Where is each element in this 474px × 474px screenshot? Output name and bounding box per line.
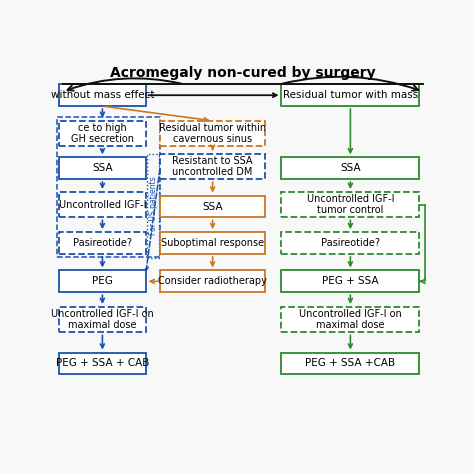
FancyBboxPatch shape <box>59 270 146 292</box>
Text: SSA: SSA <box>202 201 223 211</box>
FancyBboxPatch shape <box>282 192 419 218</box>
Text: ce to high
GH secretion: ce to high GH secretion <box>71 123 134 144</box>
Text: Pasireotide?: Pasireotide? <box>73 238 132 248</box>
Text: PEG + SSA: PEG + SSA <box>322 276 379 286</box>
Text: Acromegaly non-cured by surgery: Acromegaly non-cured by surgery <box>110 66 376 80</box>
Text: Resistant to SSA
uncontrolled DM: Resistant to SSA uncontrolled DM <box>173 155 253 177</box>
Text: PEG + SSA +CAB: PEG + SSA +CAB <box>305 358 395 368</box>
FancyBboxPatch shape <box>59 353 146 374</box>
Text: Uncontrolled IGF-I: Uncontrolled IGF-I <box>59 200 146 210</box>
FancyBboxPatch shape <box>160 270 265 292</box>
FancyBboxPatch shape <box>160 196 265 218</box>
FancyBboxPatch shape <box>282 232 419 254</box>
FancyBboxPatch shape <box>282 307 419 332</box>
Text: Pasireotide?: Pasireotide? <box>321 238 380 248</box>
FancyBboxPatch shape <box>59 84 146 106</box>
FancyBboxPatch shape <box>282 84 419 106</box>
Text: PEG: PEG <box>92 276 113 286</box>
FancyBboxPatch shape <box>160 232 265 254</box>
Text: Residual tumor within
cavernous sinus: Residual tumor within cavernous sinus <box>159 123 266 144</box>
FancyBboxPatch shape <box>160 121 265 146</box>
FancyBboxPatch shape <box>282 353 419 374</box>
FancyBboxPatch shape <box>59 232 146 254</box>
FancyBboxPatch shape <box>59 121 146 146</box>
FancyBboxPatch shape <box>59 307 146 332</box>
FancyBboxPatch shape <box>59 192 146 218</box>
Text: For US patients: For US patients <box>149 176 158 235</box>
Text: PEG + SSA + CAB: PEG + SSA + CAB <box>56 358 149 368</box>
Text: Suboptimal response: Suboptimal response <box>161 238 264 248</box>
Text: Uncontrolled IGF-I on
maximal dose: Uncontrolled IGF-I on maximal dose <box>51 309 154 330</box>
FancyBboxPatch shape <box>282 270 419 292</box>
FancyBboxPatch shape <box>59 157 146 179</box>
Text: Uncontrolled IGF-I on
maximal dose: Uncontrolled IGF-I on maximal dose <box>299 309 402 330</box>
Text: Residual tumor with mass: Residual tumor with mass <box>283 90 418 100</box>
Text: Uncontrolled IGF-I
tumor control: Uncontrolled IGF-I tumor control <box>307 194 394 216</box>
Text: SSA: SSA <box>340 163 361 173</box>
Text: Consider radiotherapy: Consider radiotherapy <box>158 276 267 286</box>
FancyBboxPatch shape <box>282 157 419 179</box>
Text: without mass effect: without mass effect <box>51 90 154 100</box>
Text: SSA: SSA <box>92 163 113 173</box>
FancyBboxPatch shape <box>160 154 265 179</box>
